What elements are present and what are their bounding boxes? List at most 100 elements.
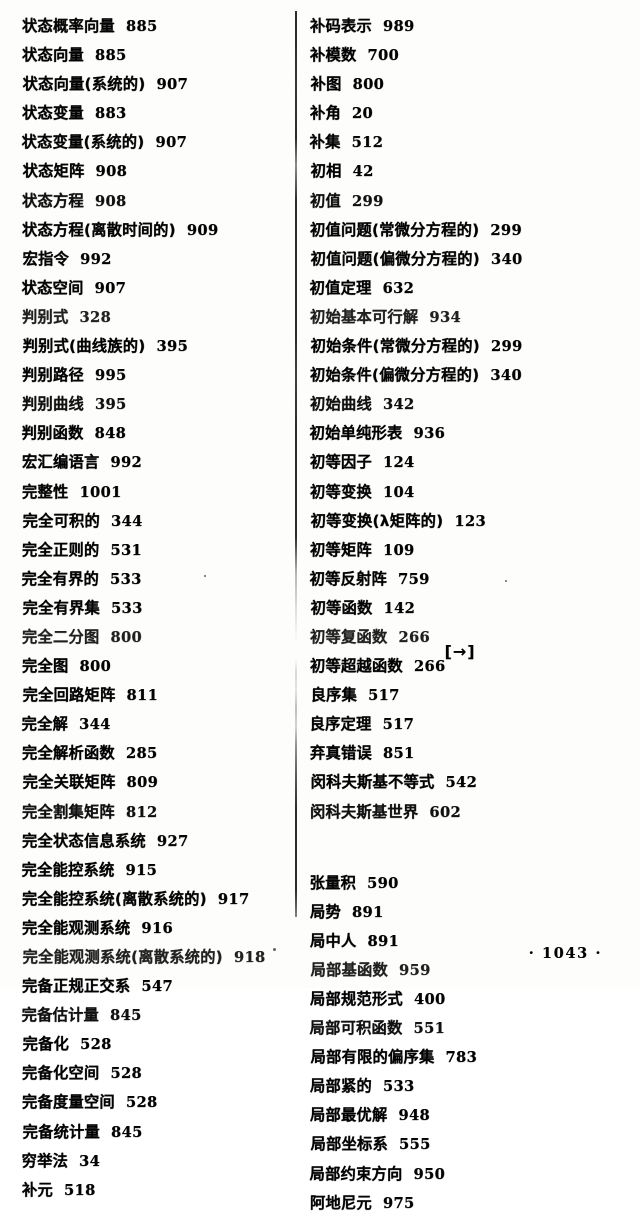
index-entry-term: 局部有限的偏序集 bbox=[310, 1048, 435, 1067]
index-entry-page-number: 907 bbox=[155, 134, 188, 152]
index-entry-term: 完备估计量 bbox=[21, 1006, 100, 1025]
index-entry: 完全有界的 533 bbox=[22, 565, 284, 594]
index-entry-term: 完全解 bbox=[21, 715, 69, 734]
index-entry-term: 完全二分图 bbox=[22, 627, 100, 646]
index-column-right: 补码表示 989 补模数 700 补图 800 补角 20 补集 512 初相 42 初值 299 初值问题… bbox=[310, 0, 622, 1218]
index-entry: 阿地尼元 975 bbox=[310, 1189, 622, 1218]
index-entry-term: 良序集 bbox=[310, 686, 358, 705]
index-entry: 闵科夫斯基不等式 542 bbox=[311, 768, 622, 797]
index-entry-page-number: 123 bbox=[454, 512, 487, 530]
index-entry-term: 完全可积的 bbox=[22, 511, 101, 530]
index-entry-term: 局部约束方向 bbox=[309, 1164, 403, 1183]
index-entry-page-number: 395 bbox=[156, 338, 189, 356]
index-entry: 状态向量 885 bbox=[22, 41, 284, 70]
index-entry-term: 局部可积函数 bbox=[309, 1019, 403, 1038]
index-entry-page-number: 517 bbox=[382, 716, 415, 734]
index-entry-term: 完备化 bbox=[22, 1035, 70, 1054]
index-entry: 完全图 800 bbox=[22, 652, 284, 681]
index-entry-term: 完全图 bbox=[22, 657, 69, 676]
index-entry-page-number: 915 bbox=[125, 861, 158, 879]
index-entry: 初等复函数 266 bbox=[310, 623, 622, 652]
index-entry-page-number: 908 bbox=[94, 192, 127, 210]
index-entry-page-number: 948 bbox=[398, 1107, 431, 1125]
index-entry-page-number: 907 bbox=[156, 76, 189, 94]
index-entry: 初等反射阵 759 bbox=[310, 565, 622, 594]
index-entry-term: 状态向量(系统的) bbox=[22, 75, 146, 94]
index-entry: 局部坐标系 555 bbox=[311, 1130, 622, 1159]
index-entry: 判别曲线 395 bbox=[22, 390, 284, 419]
index-entry-page-number: 851 bbox=[382, 745, 415, 763]
index-entry-term: 局部紧的 bbox=[310, 1077, 372, 1096]
index-entry: 张量积 590 bbox=[310, 869, 622, 898]
index-entry-term: 补图 bbox=[310, 75, 342, 94]
index-entry-page-number: 395 bbox=[94, 396, 127, 414]
index-entry-page-number: 531 bbox=[110, 541, 143, 559]
index-entry-term: 初相 bbox=[310, 162, 342, 181]
index-entry-page-number: 400 bbox=[413, 991, 446, 1008]
index-entry-page-number: 124 bbox=[382, 454, 415, 472]
index-entry: 完全状态信息系统 927 bbox=[22, 827, 284, 856]
index-entry: 初值问题(偏微分方程的) 340 bbox=[311, 245, 622, 274]
index-entry-page-number: 883 bbox=[94, 105, 127, 123]
index-entry: 判别式 328 bbox=[22, 303, 284, 332]
index-entry-page-number: 908 bbox=[95, 163, 128, 181]
index-entry-term: 阿地尼元 bbox=[310, 1193, 372, 1212]
page-number: · 1043 · bbox=[528, 945, 602, 962]
index-entry-page-number: 344 bbox=[111, 512, 143, 530]
index-entry-term: 判别函数 bbox=[21, 424, 84, 443]
index-entry-page-number: 917 bbox=[217, 890, 250, 908]
index-entry-page-number: 42 bbox=[352, 163, 374, 181]
index-entry: 完备统计量 845 bbox=[23, 1118, 284, 1147]
index-entry-page-number: 995 bbox=[94, 367, 127, 385]
index-entry-term: 初值问题(偏微分方程的) bbox=[310, 249, 480, 268]
index-entry-term: 初始单纯形表 bbox=[309, 424, 403, 443]
index-entry-term: 初始基本可行解 bbox=[310, 307, 419, 326]
index-entry-page-number: 632 bbox=[382, 279, 415, 297]
index-entry: 初值定理 632 bbox=[310, 274, 622, 303]
index-entry-term: 初等矩阵 bbox=[310, 540, 372, 559]
scanned-index-page: 状态概率向量 885 状态向量 885 状态向量(系统的) 907 状态变量 883 状态变量(… bbox=[21, 11, 602, 1212]
index-entry-term: 闵科夫斯基不等式 bbox=[310, 773, 435, 792]
index-entry-page-number: 299 bbox=[490, 221, 523, 239]
index-entry-page-number: 885 bbox=[125, 18, 158, 35]
index-entry-page-number: 528 bbox=[110, 1065, 143, 1083]
index-entry-page-number: 845 bbox=[111, 1123, 143, 1141]
index-entry: 完备度量空间 528 bbox=[22, 1088, 284, 1117]
index-entry: 完全二分图 800 bbox=[22, 623, 284, 652]
index-entry: 初始曲线 342 bbox=[310, 390, 622, 419]
index-entry-term: 初始条件(常微分方程的) bbox=[310, 337, 480, 356]
index-entry-page-number: 602 bbox=[429, 803, 462, 821]
index-entry: 状态变量 883 bbox=[22, 99, 284, 128]
index-entry-term: 状态矩阵 bbox=[22, 162, 85, 181]
index-entry-term: 补元 bbox=[22, 1180, 53, 1199]
index-entry-page-number: 340 bbox=[490, 367, 523, 385]
index-entry-page-number: 885 bbox=[94, 47, 127, 65]
index-entry-page-number: 142 bbox=[383, 599, 416, 617]
index-entry-page-number: 551 bbox=[413, 1020, 446, 1038]
index-entry-page-number: 528 bbox=[125, 1094, 158, 1112]
index-entry: 宏汇编语言 992 bbox=[22, 448, 284, 477]
index-entry-term: 状态方程 bbox=[22, 191, 84, 210]
index-entry-page-number: 907 bbox=[94, 279, 127, 297]
index-entry-page-number: 891 bbox=[367, 932, 400, 950]
index-entry: 完备化 528 bbox=[23, 1030, 284, 1059]
index-entry-page-number: 299 bbox=[351, 192, 384, 210]
index-entry: 状态空间 907 bbox=[22, 274, 284, 303]
index-entry-term: 初值定理 bbox=[309, 278, 372, 297]
index-entry-term: 状态变量(系统的) bbox=[21, 133, 145, 152]
index-entry-term: 判别路径 bbox=[22, 366, 84, 385]
index-entry: 初始条件(常微分方程的) 299 bbox=[311, 332, 622, 361]
index-entry: 判别式(曲线族的) 395 bbox=[23, 332, 284, 361]
index-entry-term: 完全能控系统 bbox=[21, 860, 115, 879]
index-entry-page-number: 542 bbox=[445, 774, 478, 792]
index-entry: 良序定理 517 bbox=[310, 710, 622, 739]
index-entry: 局中人 891 bbox=[310, 927, 622, 956]
index-entry-page-number: 916 bbox=[141, 919, 174, 937]
index-entry: 初等矩阵 109 bbox=[310, 536, 622, 565]
index-entry: 完全回路矩阵 811 bbox=[23, 681, 284, 710]
index-entry-term: 完全能观测系统 bbox=[22, 918, 131, 937]
index-entry: 初值 299 bbox=[310, 187, 622, 216]
index-entry: 完全正则的 531 bbox=[22, 536, 284, 565]
index-entry: 完全关联矩阵 809 bbox=[23, 768, 284, 797]
index-entry: 判别路径 995 bbox=[22, 361, 284, 390]
